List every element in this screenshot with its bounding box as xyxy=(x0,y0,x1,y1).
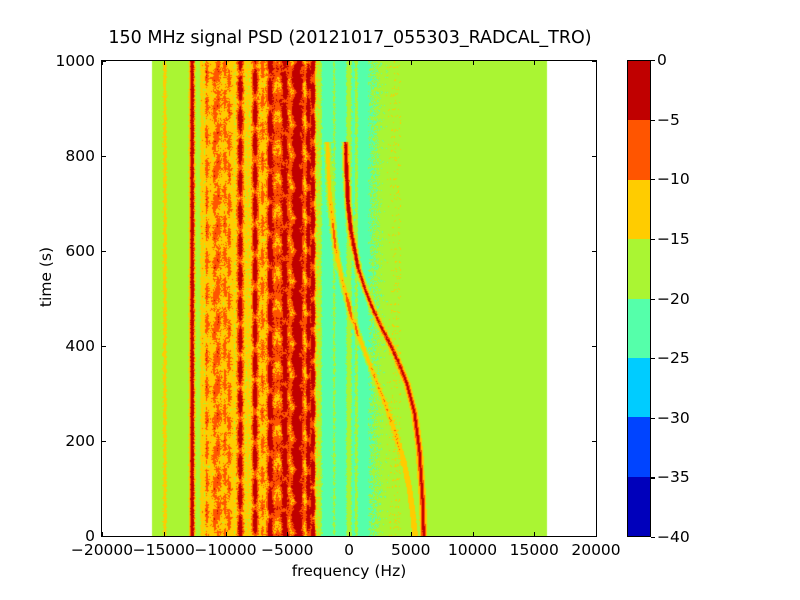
x-tick xyxy=(472,532,474,536)
colorbar-band xyxy=(628,298,650,358)
y-tick-right xyxy=(592,61,596,63)
x-tick-top xyxy=(287,61,289,65)
colorbar-tick xyxy=(651,417,655,419)
y-tick-right xyxy=(592,346,596,348)
x-tick-top xyxy=(596,61,597,65)
x-tick-top xyxy=(410,61,412,65)
colorbar-tick-label: −35 xyxy=(657,468,690,487)
x-tick-label: −20000 xyxy=(70,541,134,559)
colorbar-tick-label: −20 xyxy=(657,289,690,308)
x-tick xyxy=(287,532,289,536)
x-tick-top xyxy=(472,61,474,65)
x-tick-label: −10000 xyxy=(194,541,257,559)
colorbar-tick-label: −40 xyxy=(657,528,690,546)
y-tick-right xyxy=(592,441,596,443)
x-tick xyxy=(410,532,412,536)
colorbar-tick xyxy=(651,238,655,241)
colorbar-band xyxy=(628,417,650,477)
colorbar-tick-label: 0 xyxy=(657,51,667,69)
colorbar-tick xyxy=(651,477,655,479)
x-tick xyxy=(163,532,165,536)
x-tick-label: −5000 xyxy=(261,541,314,559)
y-tick-label: 800 xyxy=(65,147,95,165)
colorbar-tick-label: −10 xyxy=(657,170,690,189)
y-tick-label: 200 xyxy=(65,432,95,450)
x-tick xyxy=(102,532,104,536)
colorbar-tick-label: −5 xyxy=(657,110,680,129)
plot-axes xyxy=(101,60,597,537)
colorbar-tick-label: −25 xyxy=(657,349,690,368)
colorbar-band xyxy=(628,476,650,536)
y-tick xyxy=(102,441,106,443)
x-tick-label: −15000 xyxy=(132,541,195,559)
x-tick-top xyxy=(349,61,351,65)
y-tick-label: 400 xyxy=(65,337,95,355)
y-tick xyxy=(102,346,106,348)
colorbar-tick-label: −15 xyxy=(657,229,690,248)
spectrogram-image xyxy=(102,61,596,536)
x-tick-label: 10000 xyxy=(447,541,498,559)
colorbar-tick xyxy=(651,298,655,300)
colorbar-band xyxy=(628,61,650,121)
y-tick-right xyxy=(592,156,596,158)
x-tick-top xyxy=(534,61,536,65)
colorbar xyxy=(627,60,651,537)
x-tick-label: 20000 xyxy=(571,541,621,559)
x-tick-label: 0 xyxy=(344,541,354,559)
y-tick-label: 600 xyxy=(65,242,95,260)
x-tick-label: 5000 xyxy=(391,541,431,559)
x-tick-top xyxy=(163,61,165,65)
y-tick xyxy=(102,156,106,158)
x-tick xyxy=(225,532,227,536)
y-tick xyxy=(102,61,106,63)
plot-title: 150 MHz signal PSD (20121017_055303_RADC… xyxy=(108,28,592,48)
colorbar-band xyxy=(628,239,650,299)
y-tick xyxy=(102,251,106,253)
colorbar-tick xyxy=(651,179,655,181)
colorbar-tick xyxy=(651,60,655,62)
colorbar-tick xyxy=(651,119,655,121)
x-tick xyxy=(349,532,351,536)
x-tick xyxy=(596,532,597,536)
y-tick-label: 0 xyxy=(85,527,95,545)
colorbar-band xyxy=(628,120,650,180)
x-tick-top xyxy=(225,61,227,65)
x-tick-label: 15000 xyxy=(509,541,559,559)
colorbar-band xyxy=(628,179,650,240)
colorbar-tick-label: −30 xyxy=(657,408,690,427)
y-tick-right xyxy=(592,251,596,253)
y-tick-right xyxy=(592,536,596,537)
y-tick-label: 1000 xyxy=(55,52,95,70)
y-axis-label: time (s) xyxy=(37,246,55,308)
colorbar-band xyxy=(628,357,650,418)
colorbar-tick xyxy=(651,537,655,539)
x-tick xyxy=(534,532,536,536)
y-tick xyxy=(102,536,106,537)
colorbar-tick xyxy=(651,358,655,360)
x-axis-label: frequency (Hz) xyxy=(291,562,407,580)
x-tick-top xyxy=(102,61,104,65)
